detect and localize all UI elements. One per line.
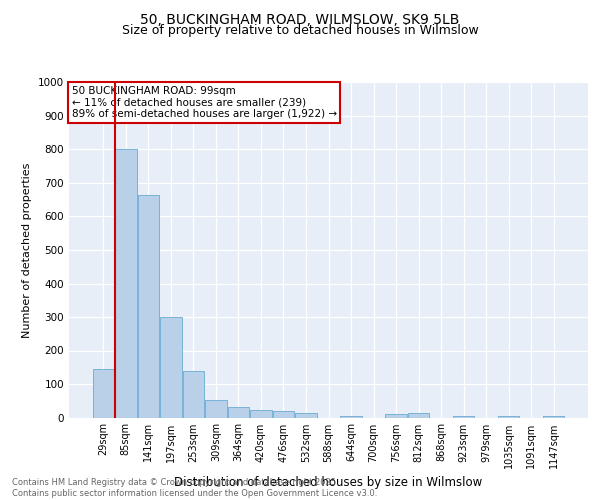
Bar (92, 369, 114, 418)
Bar (408, 414, 429, 418)
Bar (295, 413, 317, 418)
Bar (543, 416, 565, 418)
Y-axis label: Number of detached properties: Number of detached properties (22, 162, 32, 338)
Text: 50 BUCKINGHAM ROAD: 99sqm
← 11% of detached houses are smaller (239)
89% of semi: 50 BUCKINGHAM ROAD: 99sqm ← 11% of detac… (71, 86, 337, 119)
Bar (273, 411, 294, 418)
Bar (385, 414, 407, 418)
Bar (115, 150, 137, 418)
Text: Contains HM Land Registry data © Crown copyright and database right 2025.
Contai: Contains HM Land Registry data © Crown c… (12, 478, 377, 498)
Bar (250, 410, 272, 418)
Text: Size of property relative to detached houses in Wilmslow: Size of property relative to detached ho… (122, 24, 478, 37)
Bar (498, 416, 520, 418)
Bar (205, 400, 227, 417)
X-axis label: Distribution of detached houses by size in Wilmslow: Distribution of detached houses by size … (175, 476, 482, 489)
Bar (228, 408, 249, 418)
Text: 50, BUCKINGHAM ROAD, WILMSLOW, SK9 5LB: 50, BUCKINGHAM ROAD, WILMSLOW, SK9 5LB (140, 12, 460, 26)
Bar (182, 372, 204, 418)
Bar (137, 194, 159, 418)
Bar (453, 416, 475, 418)
Bar (340, 416, 362, 418)
Bar (160, 317, 182, 418)
